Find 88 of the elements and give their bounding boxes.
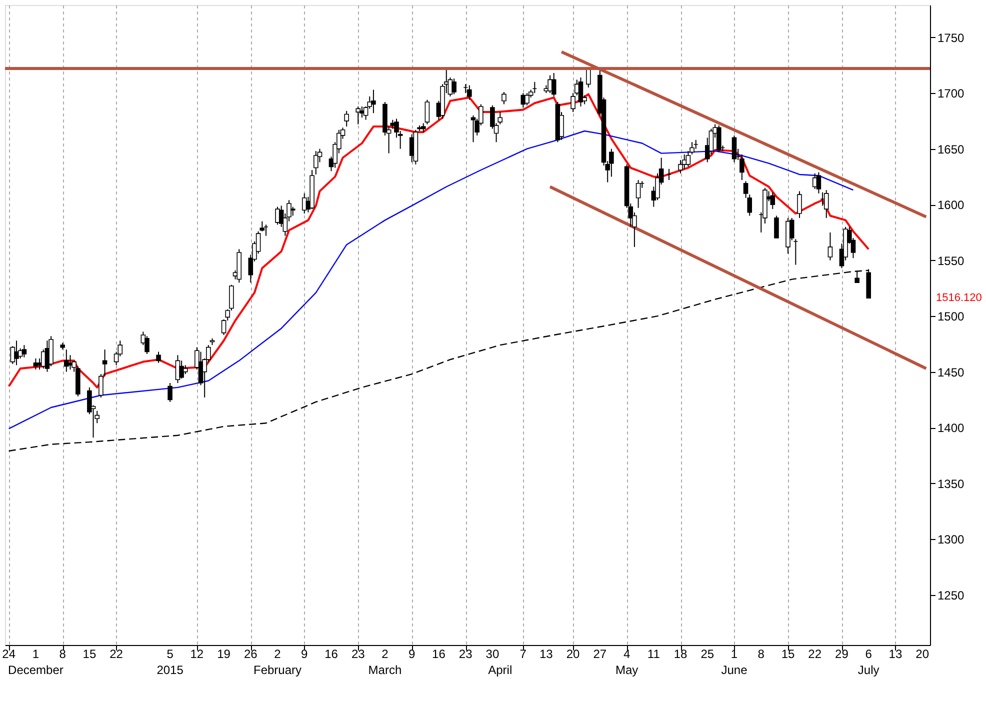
- candlestick: [424, 99, 430, 125]
- y-tick-label: 1250: [938, 588, 965, 602]
- candlestick: [828, 232, 833, 261]
- candlestick: [64, 349, 69, 372]
- candlestick: [22, 344, 27, 358]
- candlestick: [716, 124, 722, 153]
- candlestick: [156, 351, 161, 364]
- candlestick: [14, 340, 19, 366]
- x-tick-label: 27: [593, 647, 607, 661]
- y-tick-label: 1700: [938, 86, 965, 101]
- x-tick-label: 9: [408, 647, 416, 661]
- x-tick-label: 1: [32, 647, 40, 661]
- candlestick: [774, 215, 779, 239]
- x-tick-label: 30: [486, 647, 500, 661]
- x-tick-label: 7: [520, 647, 527, 661]
- candlestick: [524, 92, 530, 106]
- x-tick-label: 5: [166, 647, 174, 661]
- x-tick-label: 4: [623, 647, 630, 661]
- candlestick: [498, 112, 503, 125]
- x-tick-label: 29: [835, 647, 849, 661]
- x2-tick-label: May: [615, 663, 638, 677]
- candlestick: [344, 110, 349, 128]
- candlestick: [732, 134, 737, 163]
- candlestick: [356, 106, 361, 125]
- candlestick: [824, 190, 829, 218]
- x-tick-label: 8: [59, 647, 66, 661]
- x-tick-label: 11: [647, 647, 660, 661]
- x2-tick-label: 2015: [156, 663, 184, 677]
- candlestick: [467, 84, 472, 100]
- y-tick-label: 1600: [938, 198, 965, 212]
- x2-tick-label: March: [368, 663, 402, 677]
- candlestick: [682, 154, 687, 170]
- x2-tick-label: July: [858, 663, 880, 677]
- x-tick-label: 15: [781, 647, 795, 661]
- candlestick: [371, 89, 376, 114]
- candlestick: [578, 76, 584, 107]
- x-tick-label: 23: [458, 647, 473, 661]
- y-tick-label: 1400: [938, 421, 965, 436]
- x2-tick-label: December: [8, 663, 64, 677]
- x-tick-label: 8: [758, 647, 765, 661]
- candlestick: [179, 360, 184, 380]
- x-tick-label: 2: [382, 647, 389, 661]
- candlestick: [302, 192, 307, 214]
- x2-tick-label: February: [253, 663, 302, 677]
- x-tick-label: 20: [566, 647, 580, 661]
- x-tick-label: 25: [700, 647, 714, 661]
- x-tick-label: 22: [110, 647, 124, 661]
- candlestick: [168, 382, 172, 402]
- x-tick-label: 16: [324, 647, 338, 661]
- candlestick: [686, 150, 691, 168]
- x-tick-label: 13: [540, 647, 554, 661]
- x-tick-label: 26: [244, 647, 258, 661]
- candlestick: [452, 78, 456, 95]
- x-tick-label: 24: [2, 647, 16, 661]
- x-tick-label: 6: [865, 647, 872, 661]
- candlestick: [502, 91, 506, 105]
- y-tick-label: 1450: [938, 365, 965, 380]
- x2-tick-label: April: [488, 663, 512, 677]
- x-tick-label: 9: [301, 647, 308, 661]
- candlestick: [636, 180, 641, 208]
- y-tick-label: 1650: [938, 142, 965, 156]
- candlestick: [816, 172, 822, 194]
- candlestick: [470, 114, 476, 143]
- x-tick-label: 13: [888, 647, 902, 661]
- x-tick-label: 19: [217, 647, 231, 661]
- candlestick: [144, 336, 150, 354]
- candlestick: [551, 72, 556, 97]
- x-tick-label: 23: [351, 647, 366, 661]
- x-tick-label: 22: [808, 647, 822, 661]
- x-tick-label: 18: [674, 647, 688, 661]
- x-tick-label: 12: [190, 647, 204, 661]
- text: 1516.120: [936, 292, 982, 304]
- line-series: [8, 130, 854, 430]
- x2-tick-label: June: [721, 663, 748, 677]
- candlestick: [313, 150, 318, 175]
- candlestick: [770, 192, 776, 210]
- candlestick: [797, 190, 802, 218]
- y-tick-label: 1750: [938, 30, 965, 45]
- x-tick-label: 15: [82, 647, 96, 661]
- y-tick-label: 1350: [938, 476, 965, 491]
- x-tick-label: 20: [916, 647, 930, 661]
- x-tick-label: 16: [432, 647, 446, 661]
- y-tick-label: 1500: [938, 310, 965, 324]
- x-tick-label: 1: [730, 647, 738, 661]
- y-tick-label: 1550: [938, 254, 965, 268]
- y-tick-label: 1300: [938, 532, 965, 547]
- x-tick-label: 2: [274, 647, 282, 661]
- candlestick: [260, 220, 265, 232]
